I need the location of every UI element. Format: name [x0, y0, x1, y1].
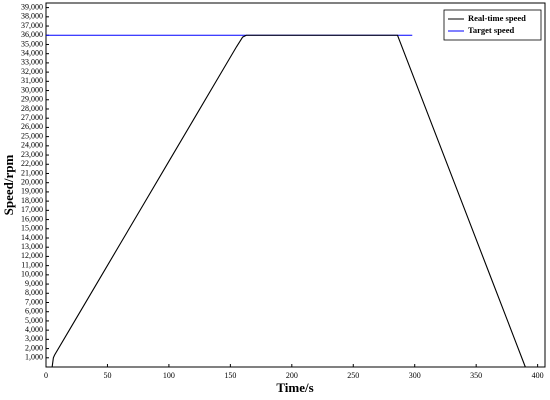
y-tick-label: 1,000 — [25, 353, 43, 362]
x-tick-label: 400 — [532, 371, 544, 380]
y-tick-label: 28,000 — [21, 104, 43, 113]
y-tick-label: 2,000 — [25, 343, 43, 352]
y-tick-label: 20,000 — [21, 178, 43, 187]
y-tick-label: 23,000 — [21, 150, 43, 159]
y-tick-label: 31,000 — [21, 76, 43, 85]
y-tick-label: 32,000 — [21, 67, 43, 76]
y-tick-label: 6,000 — [25, 307, 43, 316]
x-tick-label: 250 — [347, 371, 359, 380]
y-tick-label: 39,000 — [21, 2, 43, 11]
y-tick-label: 9,000 — [25, 279, 43, 288]
x-tick-label: 300 — [409, 371, 421, 380]
y-tick-label: 10,000 — [21, 270, 43, 279]
y-tick-label: 3,000 — [25, 334, 43, 343]
y-tick-label: 4,000 — [25, 325, 43, 334]
legend-box — [443, 9, 542, 41]
y-tick-label: 38,000 — [21, 12, 43, 21]
x-tick-label: 200 — [286, 371, 298, 380]
x-tick-label: 100 — [163, 371, 175, 380]
line-series — [51, 34, 526, 368]
legend-label: Real-time speed — [468, 13, 526, 23]
y-tick-label: 17,000 — [21, 205, 43, 214]
y-tick-label: 24,000 — [21, 141, 43, 150]
y-tick-label: 18,000 — [21, 196, 43, 205]
y-tick-label: 27,000 — [21, 113, 43, 122]
y-tick-label: 35,000 — [21, 39, 43, 48]
y-tick-label: 30,000 — [21, 85, 43, 94]
y-tick-label: 22,000 — [21, 159, 43, 168]
legend-label: Target speed — [468, 25, 514, 35]
y-tick-label: 5,000 — [25, 316, 43, 325]
y-tick-label: 29,000 — [21, 95, 43, 104]
y-tick-label: 19,000 — [21, 187, 43, 196]
y-tick-label: 26,000 — [21, 122, 43, 131]
y-tick-label: 34,000 — [21, 49, 43, 58]
y-tick-label: 36,000 — [21, 30, 43, 39]
plot-area — [45, 2, 546, 368]
y-tick-label: 25,000 — [21, 131, 43, 140]
y-tick-label: 15,000 — [21, 224, 43, 233]
x-axis-title: Time/s — [276, 380, 313, 395]
y-tick-label: 11,000 — [21, 260, 43, 269]
y-tick-label: 13,000 — [21, 242, 43, 251]
x-tick-label: 350 — [470, 371, 482, 380]
y-tick-label: 37,000 — [21, 21, 43, 30]
y-tick-label: 16,000 — [21, 214, 43, 223]
y-tick-label: 14,000 — [21, 233, 43, 242]
y-tick-label: 12,000 — [21, 251, 43, 260]
y-tick-label: 7,000 — [25, 297, 43, 306]
y-tick-label: 21,000 — [21, 168, 43, 177]
y-axis-title: Speed/rpm — [1, 154, 16, 215]
y-tick-label: 8,000 — [25, 288, 43, 297]
x-tick-label: 150 — [224, 371, 236, 380]
x-tick-label: 50 — [103, 371, 111, 380]
y-tick-label: 33,000 — [21, 58, 43, 67]
x-tick-label: 0 — [44, 371, 48, 380]
